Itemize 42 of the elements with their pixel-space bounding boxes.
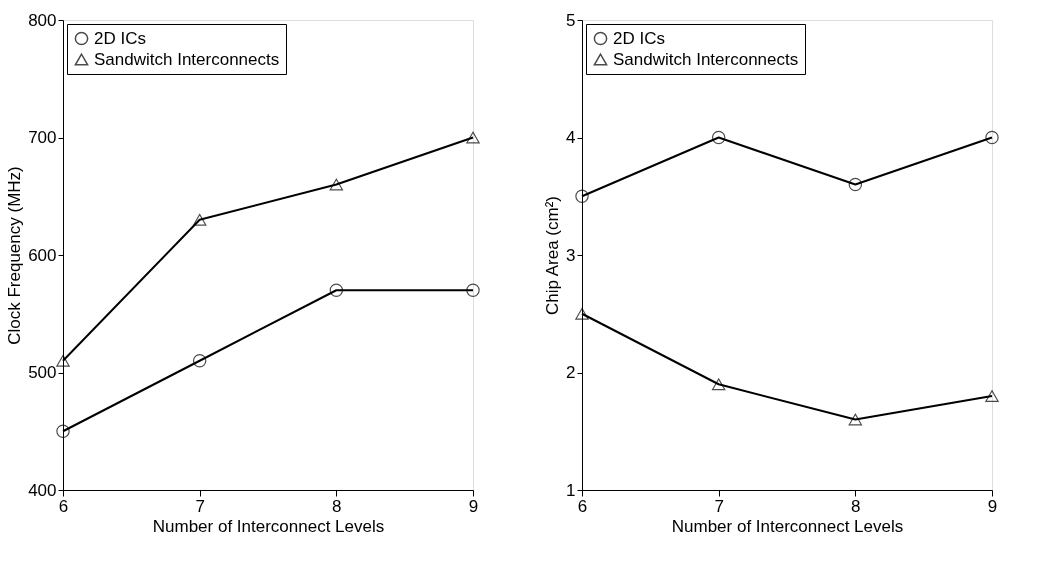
point bbox=[56, 354, 70, 367]
point bbox=[192, 354, 207, 368]
x-tick-label: 9 bbox=[468, 496, 479, 516]
point bbox=[985, 390, 999, 402]
x-axis-title: Number of Interconnect Levels bbox=[152, 516, 385, 536]
x-tick-label: 9 bbox=[987, 496, 998, 516]
point bbox=[575, 189, 589, 203]
legend-label: Sandwitch Interconnects bbox=[613, 49, 799, 69]
y-axis-title: Clock Frequency (MHz) bbox=[5, 166, 25, 345]
y-tick-label: 600 bbox=[28, 245, 57, 265]
point bbox=[329, 283, 344, 297]
point bbox=[56, 424, 70, 438]
x-tick-label: 7 bbox=[714, 496, 724, 516]
x-tick-label: 8 bbox=[851, 496, 861, 516]
y-tick-label: 5 bbox=[566, 10, 576, 30]
point bbox=[192, 213, 207, 226]
point bbox=[329, 178, 344, 191]
y-tick-label: 4 bbox=[566, 128, 576, 147]
point bbox=[466, 131, 480, 144]
legend-label: 2D ICs bbox=[94, 28, 146, 48]
y-tick-label: 3 bbox=[566, 245, 576, 265]
point bbox=[711, 130, 726, 145]
y-tick-label: 2 bbox=[566, 363, 576, 382]
legend-label: Sandwitch Interconnects bbox=[94, 49, 280, 69]
x-tick-label: 7 bbox=[195, 496, 205, 516]
y-tick-label: 1 bbox=[566, 480, 576, 500]
y-tick-label: 400 bbox=[28, 480, 57, 500]
x-tick-label: 6 bbox=[577, 496, 588, 516]
y-axis-title: Chip Area (cm²) bbox=[543, 195, 563, 316]
point bbox=[848, 413, 863, 426]
point bbox=[711, 378, 726, 391]
point bbox=[848, 177, 863, 192]
x-tick-label: 6 bbox=[58, 496, 69, 516]
x-axis-title: Number of Interconnect Levels bbox=[671, 516, 904, 536]
x-tick-label: 8 bbox=[332, 496, 342, 516]
legend-label: 2D ICs bbox=[613, 28, 665, 48]
y-tick-label: 700 bbox=[28, 128, 57, 147]
point bbox=[466, 283, 480, 297]
y-tick-label: 800 bbox=[28, 10, 57, 30]
point bbox=[575, 307, 589, 320]
point bbox=[985, 130, 999, 145]
y-tick-label: 500 bbox=[28, 363, 57, 382]
